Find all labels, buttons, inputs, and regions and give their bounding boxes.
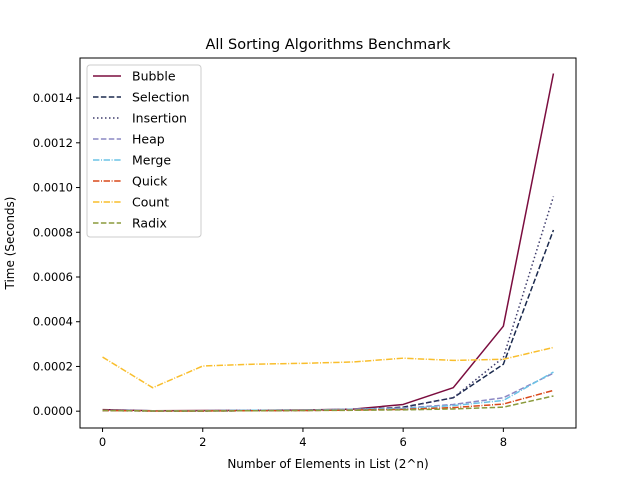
plot-frame [79,57,577,429]
legend-label-bubble: Bubble [132,69,176,84]
chart-title: All Sorting Algorithms Benchmark [205,37,451,53]
legend-frame [86,64,202,238]
y-tick-label: 0.0008 [33,225,73,239]
y-tick-label: 0.0002 [33,359,73,373]
y-tick-label: 0.0000 [33,404,73,418]
legend-label-radix: Radix [132,216,167,231]
series-line-radix [102,395,554,412]
x-tick-label: 4 [299,435,306,449]
legend-label-heap: Heap [132,132,165,147]
y-tick-label: 0.0004 [33,315,73,329]
series-line-count [102,346,554,389]
x-tick-label: 8 [500,435,507,449]
x-tick-label: 6 [399,435,406,449]
y-tick-label: 0.0006 [33,270,73,284]
legend: Bubble Selection Insertion Heap Merge Quick Co… [86,64,202,238]
legend-label-insertion: Insertion [132,111,187,126]
y-tick-label: 0.0010 [33,181,73,195]
x-tick-label: 2 [199,435,206,449]
y-axis-label: Time (Seconds) [3,197,17,291]
y-tick-label: 0.0014 [33,91,73,105]
legend-label-merge: Merge [132,153,171,168]
ticks-layer: 0 2 4 6 8 0.0000 0.0002 0.0004 0.0006 0.0008 0.001… [33,91,507,449]
y-tick-label: 0.0012 [33,136,73,150]
legend-label-count: Count [132,195,169,210]
x-tick-label: 0 [99,435,106,449]
series-layer [102,73,555,412]
legend-label-selection: Selection [132,90,190,105]
legend-label-quick: Quick [132,174,168,189]
x-axis-label: Number of Elements in List (2^n) [227,457,428,471]
